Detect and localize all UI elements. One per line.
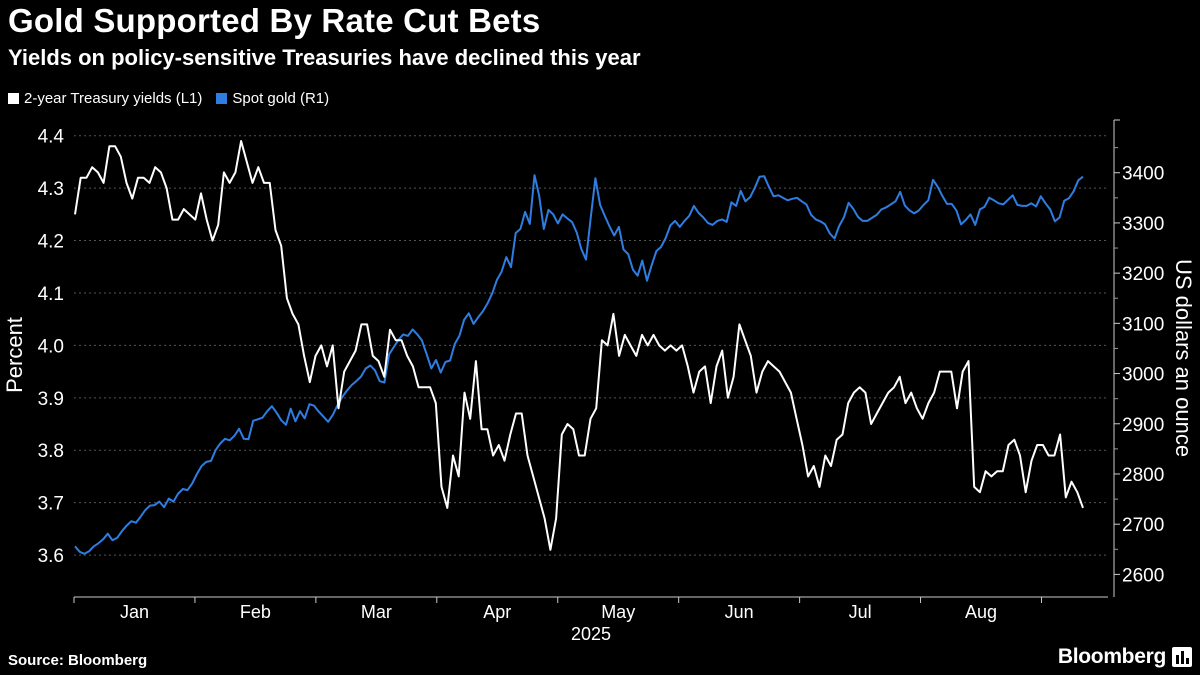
brand-logo: Bloomberg <box>1057 645 1166 668</box>
right-tick-label: 3100 <box>1122 314 1164 335</box>
legend-label-yields: 2-year Treasury yields (L1) <box>24 90 203 107</box>
right-tick-label: 2700 <box>1122 515 1164 536</box>
axes <box>73 119 1120 603</box>
legend: 2-year Treasury yields (L1) Spot gold (R… <box>8 90 329 107</box>
legend-item-gold: Spot gold (R1) <box>216 90 329 107</box>
legend-item-yields: 2-year Treasury yields (L1) <box>8 90 202 107</box>
left-tick-label: 3.6 <box>38 546 64 567</box>
right-axis-ticks: 2600 2700 2800 2900 3000 3100 3200 3300 3400 <box>1122 164 1164 587</box>
grid-lines <box>74 135 1108 556</box>
y-axis-label-right: US dollars an ounce <box>1171 259 1196 457</box>
x-tick-label: Mar <box>361 602 392 622</box>
source-note: Source: Bloomberg <box>8 652 148 669</box>
x-tick-label: Aug <box>965 602 997 622</box>
right-tick-label: 3000 <box>1122 365 1164 386</box>
x-tick-label: Apr <box>483 602 511 622</box>
left-tick-label: 4.2 <box>38 232 64 253</box>
x-tick-label: May <box>601 602 635 622</box>
bloomberg-badge-icon <box>1172 647 1192 667</box>
y-axis-label-left: Percent <box>2 317 27 393</box>
left-tick-label: 4.3 <box>38 179 64 200</box>
x-tick-label: Jun <box>725 602 754 622</box>
series-line-yields <box>74 140 1084 551</box>
legend-swatch-gold <box>216 93 228 104</box>
left-tick-label: 3.9 <box>38 389 64 410</box>
left-tick-label: 3.7 <box>38 494 64 515</box>
right-tick-label: 3200 <box>1122 264 1164 285</box>
left-tick-label: 3.8 <box>38 441 64 462</box>
x-tick-label: Jul <box>849 602 872 622</box>
legend-label-gold: Spot gold (R1) <box>232 90 330 107</box>
right-tick-label: 2900 <box>1122 415 1164 436</box>
x-axis-year-label: 2025 <box>571 624 611 644</box>
left-axis-ticks: 3.6 3.7 3.8 3.9 4.0 4.1 4.2 4.3 4.4 <box>38 127 65 567</box>
left-tick-label: 4.1 <box>38 284 64 305</box>
right-tick-label: 2800 <box>1122 465 1164 486</box>
chart-subtitle: Yields on policy-sensitive Treasuries ha… <box>8 45 641 70</box>
x-axis-ticks: Jan Feb Mar Apr May Jun Jul Aug <box>120 602 997 622</box>
legend-swatch-yields <box>8 93 19 104</box>
x-tick-label: Feb <box>240 602 271 622</box>
right-tick-label: 2600 <box>1122 565 1164 586</box>
right-tick-label: 3300 <box>1122 214 1164 235</box>
chart-title: Gold Supported By Rate Cut Bets <box>8 2 541 39</box>
left-tick-label: 4.0 <box>38 336 64 357</box>
right-tick-label: 3400 <box>1122 164 1164 185</box>
left-tick-label: 4.4 <box>38 127 65 148</box>
series-line-gold <box>74 174 1084 555</box>
x-tick-label: Jan <box>120 602 149 622</box>
